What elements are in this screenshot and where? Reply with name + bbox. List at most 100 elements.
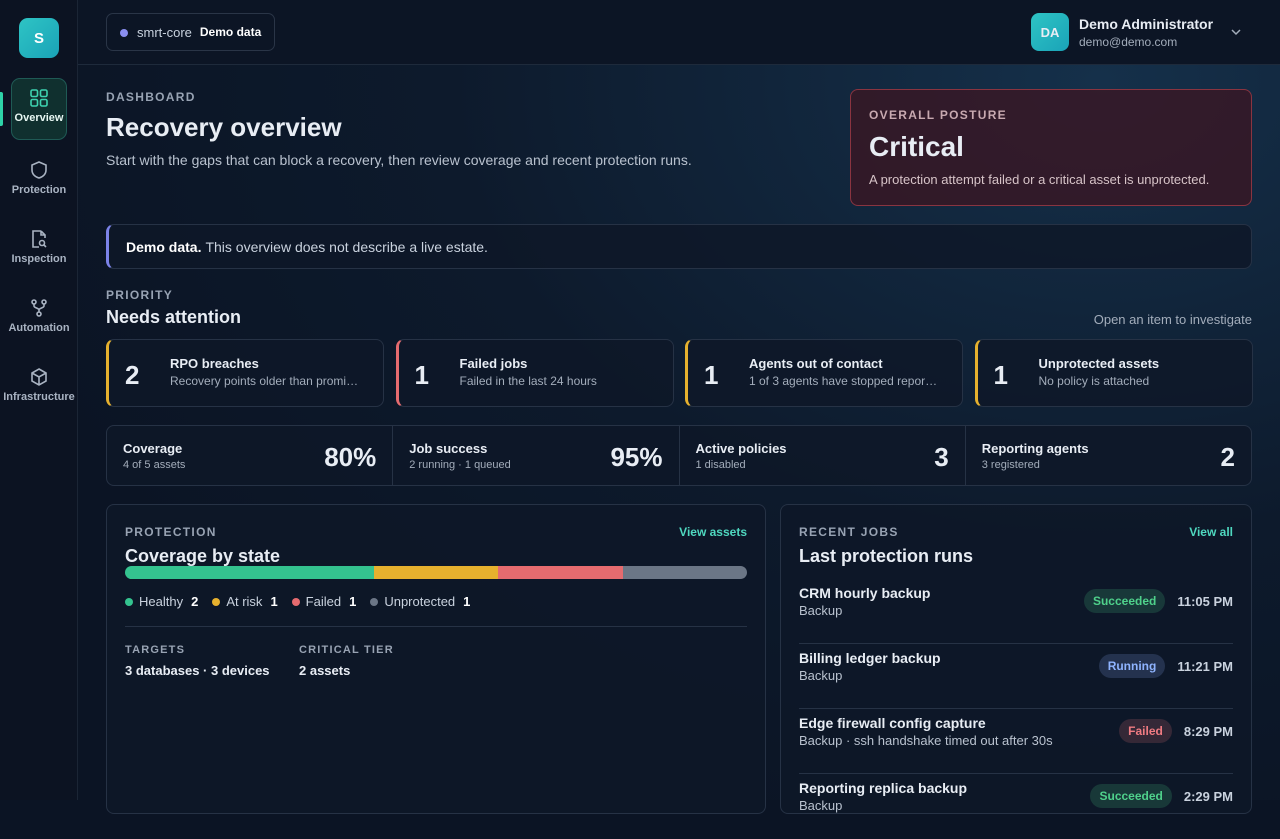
legend-swatch: [370, 597, 379, 606]
nav-label: Protection: [11, 184, 67, 196]
legend-name: Healthy: [139, 594, 184, 609]
panel-title: Coverage by state: [125, 546, 281, 566]
priority-card[interactable]: 2 RPO breaches Recovery points older than …: [106, 339, 384, 407]
job-name: Billing ledger backup: [799, 650, 941, 666]
priority-title: Needs attention: [106, 307, 242, 327]
coverage-bar: [125, 566, 747, 579]
stat-label: Reporting agents: [981, 441, 1089, 456]
legend-name: Unprotected: [384, 594, 456, 609]
stat-label: Job success: [409, 441, 488, 456]
nav-item[interactable]: Inspection: [0, 219, 78, 281]
legend-count: 1: [349, 594, 357, 609]
coverage-segment: [498, 566, 623, 579]
panel-link[interactable]: View assets: [679, 525, 747, 539]
legend-item: Healthy 2: [125, 594, 198, 609]
stat-detail: 4 of 5 assets: [123, 459, 186, 471]
logo[interactable]: S: [19, 18, 59, 58]
stat-label: Active policies: [695, 441, 787, 456]
page-eyebrow: DASHBOARD: [106, 90, 196, 104]
priority-detail: 1 of 3 agents have stopped repor…: [749, 374, 938, 388]
job-time: 8:29 PM: [1183, 723, 1233, 739]
notice-strong: Demo data.: [126, 238, 202, 255]
nav-label: Inspection: [11, 253, 67, 265]
status-pill: Succeeded: [1083, 589, 1166, 613]
notice-text: This overview does not describe a live e…: [205, 238, 488, 255]
legend: Healthy 2 At risk 1 Failed 1 Unprotected 1: [125, 594, 470, 609]
legend-item: Unprotected 1: [370, 594, 470, 609]
job-name: CRM hourly backup: [799, 585, 931, 601]
panel-eyebrow: RECENT JOBS: [799, 525, 899, 539]
job-row[interactable]: Edge firewall config capture Backup · ssh…: [799, 709, 1233, 774]
job-row[interactable]: Billing ledger backup Backup Running 11:21 …: [799, 644, 1233, 709]
priority-title: RPO breaches: [170, 356, 259, 371]
priority-count: 1: [704, 360, 719, 390]
priority-card[interactable]: 1 Agents out of contact 1 of 3 agents have…: [685, 339, 963, 407]
priority-detail: Recovery points older than promi…: [170, 374, 359, 388]
nav-label: Automation: [8, 322, 70, 334]
priority-eyebrow: PRIORITY: [106, 288, 174, 302]
fact-label: CRITICAL TIER: [299, 644, 394, 656]
job-row[interactable]: Reporting replica backup Backup Succeeded 2…: [799, 774, 1233, 839]
priority-hint: Open an item to investigate: [1093, 312, 1252, 327]
nav-label: Infrastructure: [3, 391, 75, 403]
legend-swatch: [212, 597, 221, 606]
priority-count: 1: [414, 360, 429, 390]
page-subtitle: Start with the gaps that can block a rec…: [106, 152, 692, 168]
job-time: 11:21 PM: [1177, 658, 1233, 674]
stat-detail: 2 running · 1 queued: [409, 459, 511, 471]
job-meta: Failed 8:29 PM: [1119, 719, 1233, 743]
sidebar: S Overview Protection Inspection Automat…: [0, 0, 78, 800]
legend-count: 1: [463, 594, 471, 609]
panel-link[interactable]: View all: [1189, 525, 1233, 539]
priority-detail: No policy is attached: [1038, 374, 1150, 388]
priority-count: 2: [125, 360, 140, 390]
coverage-segment: [622, 566, 747, 579]
coverage-segment: [373, 566, 499, 579]
posture-card: OVERALL POSTURE Critical A protection at…: [850, 89, 1252, 206]
legend-swatch: [125, 597, 133, 606]
legend-item: At risk 1: [212, 594, 278, 609]
job-name: Edge firewall config capture: [799, 715, 986, 731]
divider: [125, 626, 747, 627]
job-time: 2:29 PM: [1183, 788, 1233, 804]
nav-item[interactable]: Overview: [0, 78, 78, 140]
priority-card[interactable]: 1 Unprotected assets No policy is attached: [974, 339, 1253, 407]
page-title: Recovery overview: [106, 112, 342, 142]
avatar[interactable]: DA: [1031, 13, 1069, 51]
job-name: Reporting replica backup: [799, 780, 968, 796]
stat-label: Coverage: [123, 441, 183, 456]
priority-title: Agents out of contact: [749, 356, 883, 371]
stat-value: 2: [1220, 442, 1235, 472]
job-detail: Backup · ssh handshake timed out after 3…: [799, 733, 1053, 748]
nav-item[interactable]: Infrastructure: [0, 357, 78, 419]
posture-eyebrow: OVERALL POSTURE: [869, 108, 1007, 122]
stat: Active policies 1 disabled 3: [678, 426, 965, 485]
fact-value: 3 databases · 3 devices: [125, 663, 270, 678]
coverage-segment: [125, 566, 374, 579]
job-row[interactable]: CRM hourly backup Backup Succeeded 11:05 PM: [799, 579, 1233, 644]
status-pill: Succeeded: [1090, 784, 1172, 808]
priority-card[interactable]: 1 Failed jobs Failed in the last 24 hours: [395, 339, 674, 407]
jobs-panel: RECENT JOBS View all Last protection run…: [780, 504, 1252, 814]
stat: Reporting agents 3 registered 2: [964, 426, 1251, 485]
stat: Coverage 4 of 5 assets 80%: [107, 426, 392, 485]
legend-count: 2: [191, 594, 199, 609]
status-pill: Running: [1098, 654, 1166, 678]
workspace-switcher[interactable]: smrt-core Demo data: [106, 13, 276, 51]
priority-count: 1: [993, 360, 1008, 390]
stat-detail: 3 registered: [981, 459, 1040, 471]
protection-panel: PROTECTION View assets Coverage by state…: [106, 504, 766, 814]
stat-value: 3: [934, 442, 949, 472]
priority-title: Failed jobs: [459, 356, 528, 371]
topbar: [78, 0, 1280, 65]
legend-swatch: [291, 597, 300, 606]
user-menu-chevron[interactable]: [1230, 27, 1242, 37]
workspace-name: smrt-core: [137, 24, 192, 40]
posture-status: Critical: [869, 131, 964, 162]
status-pill: Failed: [1119, 719, 1172, 743]
nav-item[interactable]: Automation: [0, 288, 78, 350]
nav-item[interactable]: Protection: [0, 150, 78, 212]
legend-item: Failed 1: [291, 594, 357, 609]
job-time: 11:05 PM: [1177, 593, 1233, 609]
stats-strip: Coverage 4 of 5 assets 80% Job success 2 run…: [106, 425, 1252, 486]
